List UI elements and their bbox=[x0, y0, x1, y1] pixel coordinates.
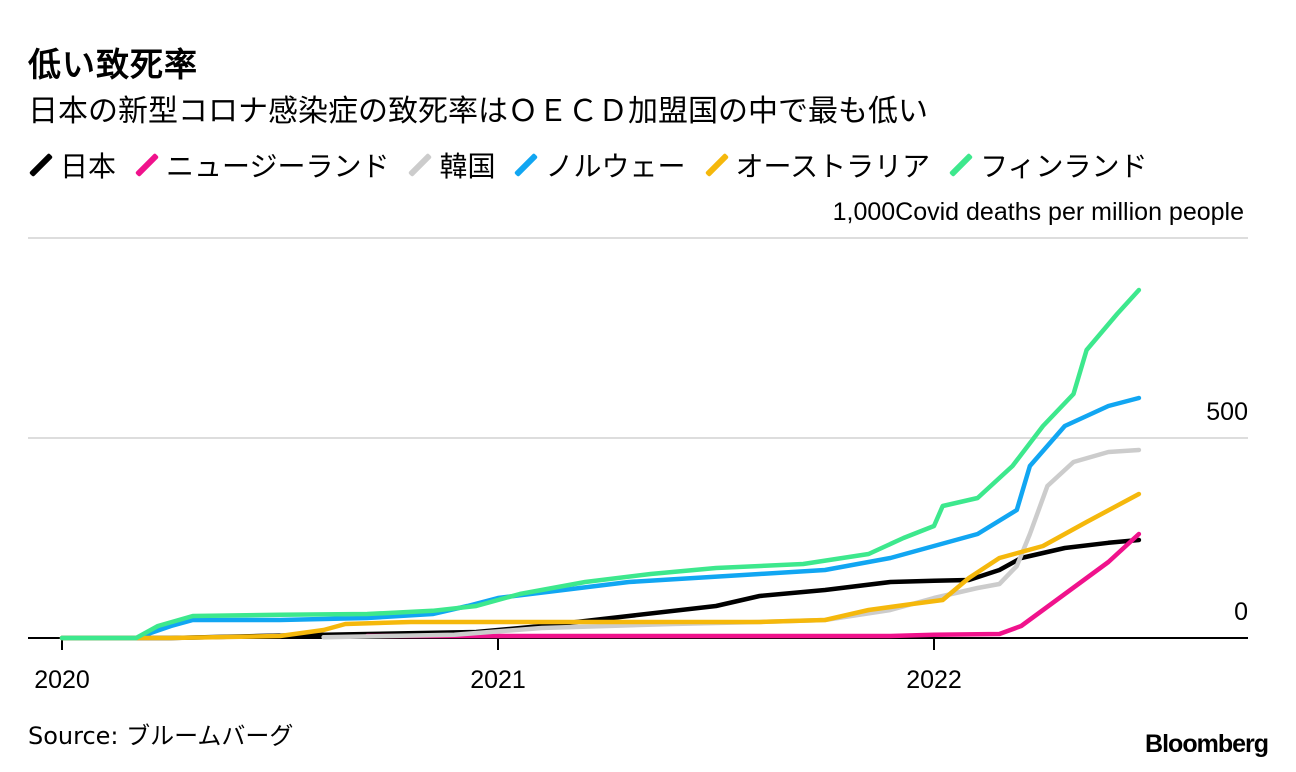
series-line-5 bbox=[59, 287, 1142, 641]
source-note: Source: ブルームバーグ bbox=[28, 722, 294, 750]
legend-label: フィンランド bbox=[980, 150, 1148, 183]
legend-label: ノルウェー bbox=[545, 150, 686, 183]
legend-item-australia: オーストラリア bbox=[704, 145, 931, 185]
series-line-3 bbox=[59, 395, 1142, 641]
legend-label: オーストラリア bbox=[735, 150, 931, 183]
y-tick-label: 500 bbox=[1206, 398, 1248, 426]
series-line-1 bbox=[364, 531, 1142, 639]
series-line-4 bbox=[59, 491, 1142, 641]
legend-item-japan: 日本 bbox=[28, 145, 116, 185]
bloomberg-logo: Bloomberg bbox=[1145, 730, 1269, 758]
legend-item-new-zealand: ニュージーランド bbox=[134, 145, 389, 185]
x-tick-label: 2022 bbox=[906, 666, 962, 694]
x-axis: 2020 2021 2022 bbox=[34, 638, 962, 694]
x-tick-label: 2021 bbox=[470, 666, 526, 694]
series-line-0 bbox=[59, 537, 1142, 641]
legend-item-korea: 韓国 bbox=[407, 145, 495, 185]
gridlines bbox=[28, 237, 1248, 639]
y-tick-label: 0 bbox=[1234, 598, 1248, 626]
y-axis: 0 500 1,000Covid deaths per million people bbox=[833, 198, 1248, 626]
chart-subtitle: 日本の新型コロナ感染症の致死率はＯＥＣＤ加盟国の中で最も低い bbox=[28, 94, 928, 129]
legend-label: 日本 bbox=[60, 150, 117, 183]
series-line-2 bbox=[321, 447, 1142, 640]
legend: 日本 ニュージーランド 韓国 ノルウェー オーストラリア フィンランド bbox=[28, 145, 1166, 185]
x-tick-label: 2020 bbox=[34, 666, 90, 694]
legend-label: ニュージーランド bbox=[166, 150, 390, 183]
legend-label: 韓国 bbox=[439, 150, 496, 183]
legend-item-norway: ノルウェー bbox=[513, 145, 685, 185]
series-lines bbox=[59, 287, 1142, 641]
chart-title: 低い致死率 bbox=[28, 45, 198, 84]
y-tick-label: 1,000Covid deaths per million people bbox=[833, 198, 1244, 226]
legend-item-finland: フィンランド bbox=[948, 145, 1147, 185]
